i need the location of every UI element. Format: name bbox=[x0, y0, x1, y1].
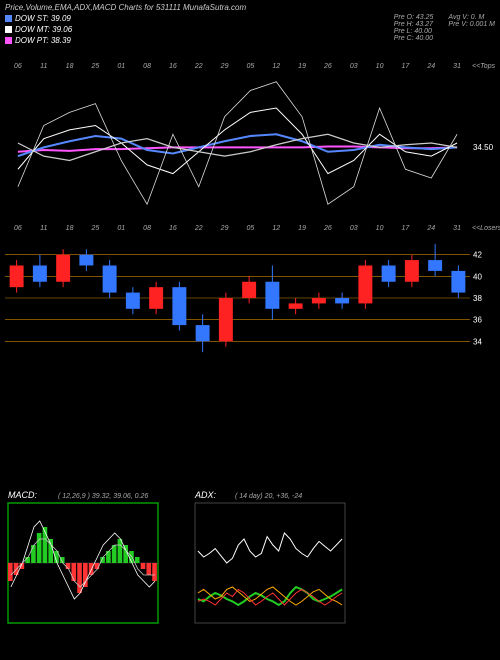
svg-text:03: 03 bbox=[350, 63, 358, 70]
svg-text:08: 08 bbox=[143, 225, 151, 232]
svg-text:06: 06 bbox=[14, 225, 22, 232]
svg-text:36: 36 bbox=[473, 316, 482, 325]
chart-svg: 06 11 18 25 01 08 16 22 29 05 12 19 26 03 10 17 24 31 <<To… bbox=[0, 48, 500, 648]
svg-text:19: 19 bbox=[298, 225, 306, 232]
svg-text:18: 18 bbox=[66, 225, 74, 232]
svg-text:ADX:: ADX: bbox=[194, 490, 217, 500]
svg-text:40: 40 bbox=[473, 272, 482, 281]
svg-text:03: 03 bbox=[350, 225, 358, 232]
info-row: DOW ST: 39.09DOW MT: 39.06DOW PT: 38.39 … bbox=[5, 14, 495, 45]
header: Price,Volume,EMA,ADX,MACD Charts for 531… bbox=[0, 0, 500, 48]
svg-text:MACD:: MACD: bbox=[8, 490, 37, 500]
svg-text:12: 12 bbox=[272, 63, 280, 70]
chart-area: 06 11 18 25 01 08 16 22 29 05 12 19 26 03 10 17 24 31 <<To… bbox=[0, 48, 500, 648]
svg-text:( 12,26,9 ) 39.32, 39.06, 0.26: ( 12,26,9 ) 39.32, 39.06, 0.26 bbox=[58, 493, 148, 500]
svg-text:25: 25 bbox=[91, 225, 100, 232]
svg-text:31: 31 bbox=[453, 225, 461, 232]
svg-text:26: 26 bbox=[323, 225, 332, 232]
svg-text:19: 19 bbox=[298, 63, 306, 70]
stats: Pre O: 43.25 Avg V: 0. M Pre H: 43.27 Pre V… bbox=[394, 14, 495, 45]
legend-label: DOW MT: 39.06 bbox=[15, 25, 72, 34]
legend-item: DOW MT: 39.06 bbox=[5, 25, 72, 34]
svg-text:05: 05 bbox=[247, 225, 255, 232]
stat-item bbox=[448, 28, 495, 35]
legend-swatch bbox=[5, 15, 12, 22]
svg-text:11: 11 bbox=[40, 63, 47, 70]
svg-text:12: 12 bbox=[272, 225, 280, 232]
page-title: Price,Volume,EMA,ADX,MACD Charts for 531… bbox=[5, 3, 495, 12]
legend-swatch bbox=[5, 26, 12, 33]
svg-text:29: 29 bbox=[220, 225, 229, 232]
svg-text:( 14 day) 20, +36, -24: ( 14 day) 20, +36, -24 bbox=[235, 493, 302, 500]
svg-text:34.50: 34.50 bbox=[473, 143, 494, 152]
svg-text:<<Losers: <<Losers bbox=[472, 225, 500, 232]
svg-text:10: 10 bbox=[376, 225, 384, 232]
stat-item: Pre L: 40.00 bbox=[394, 28, 434, 35]
legend: DOW ST: 39.09 DOW MT: 39.06 DOW PT: 38.39 bbox=[5, 14, 72, 45]
stats-grid: Pre O: 43.25 Avg V: 0. M Pre H: 43.27 Pre V… bbox=[394, 14, 495, 42]
stat-item: Pre O: 43.25 bbox=[394, 14, 434, 21]
svg-text:01: 01 bbox=[117, 225, 125, 232]
legend-label: DOW ST: 39.09 bbox=[15, 14, 71, 23]
stat-item: Avg V: 0. M bbox=[448, 14, 495, 21]
svg-text:24: 24 bbox=[426, 225, 435, 232]
svg-text:10: 10 bbox=[376, 63, 384, 70]
svg-text:18: 18 bbox=[66, 63, 74, 70]
svg-text:31: 31 bbox=[453, 63, 461, 70]
svg-text:11: 11 bbox=[40, 225, 47, 232]
stat-item: Pre C: 40.00 bbox=[394, 35, 434, 42]
svg-text:26: 26 bbox=[323, 63, 332, 70]
legend-label: DOW PT: 38.39 bbox=[15, 36, 71, 45]
stat-item: Pre H: 43.27 bbox=[394, 21, 434, 28]
legend-item: DOW ST: 39.09 bbox=[5, 14, 72, 23]
svg-text:17: 17 bbox=[402, 63, 411, 70]
legend-swatch bbox=[5, 37, 12, 44]
svg-text:05: 05 bbox=[247, 63, 255, 70]
svg-text:16: 16 bbox=[169, 225, 177, 232]
svg-text:29: 29 bbox=[220, 63, 229, 70]
svg-text:25: 25 bbox=[91, 63, 100, 70]
svg-text:17: 17 bbox=[402, 225, 411, 232]
legend-item: DOW PT: 38.39 bbox=[5, 36, 72, 45]
svg-text:06: 06 bbox=[14, 63, 22, 70]
svg-text:01: 01 bbox=[117, 63, 125, 70]
svg-text:16: 16 bbox=[169, 63, 177, 70]
stat-item bbox=[448, 35, 495, 42]
svg-text:<<Tops: <<Tops bbox=[472, 63, 496, 70]
svg-text:22: 22 bbox=[194, 63, 203, 70]
svg-text:24: 24 bbox=[426, 63, 435, 70]
svg-text:22: 22 bbox=[194, 225, 203, 232]
stat-item: Pre V: 0.001 M bbox=[448, 21, 495, 28]
svg-text:38: 38 bbox=[473, 294, 482, 303]
svg-text:08: 08 bbox=[143, 63, 151, 70]
svg-text:42: 42 bbox=[473, 251, 482, 260]
svg-text:34: 34 bbox=[473, 337, 482, 346]
